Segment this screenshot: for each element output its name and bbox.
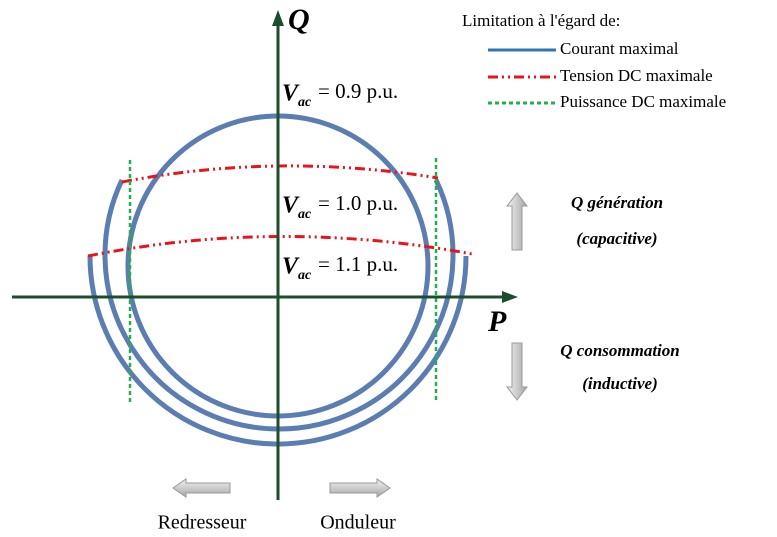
dc-voltage-limits	[87, 164, 473, 258]
voltage-value: = 1.1 p.u.	[318, 252, 398, 276]
voltage-subscript: ac	[298, 207, 312, 222]
legend-entry: Courant maximal	[560, 39, 679, 58]
voltage-value: = 0.9 p.u.	[318, 79, 398, 103]
left-arrow	[172, 478, 231, 498]
legend-entry: Puissance DC maximale	[560, 92, 726, 111]
voltage-symbol: V	[282, 193, 300, 219]
voltage-subscript: ac	[298, 268, 312, 283]
axes	[12, 10, 518, 500]
arrowhead	[272, 10, 284, 26]
direction-label: Onduleur	[320, 512, 396, 534]
legend-entry: Tension DC maximale	[560, 66, 713, 85]
annotation: Q consommation	[560, 341, 680, 360]
legend-title: Limitation à l'égard de:	[462, 11, 620, 30]
dc-power-limits	[128, 158, 438, 402]
voltage-subscript: ac	[298, 95, 312, 110]
voltage-symbol: V	[282, 81, 300, 107]
dc-voltage-curve	[87, 235, 473, 258]
voltage-symbol: V	[282, 254, 300, 280]
annotation: Q génération	[571, 193, 663, 212]
p-label: P	[487, 305, 507, 338]
arrowhead	[502, 291, 518, 303]
direction-label: Redresseur	[158, 512, 247, 534]
annotation: (inductive)	[582, 374, 658, 393]
up-arrow	[505, 192, 529, 251]
voltage-value: = 1.0 p.u.	[318, 191, 398, 215]
down-arrow	[505, 342, 529, 401]
q-label: Q	[288, 3, 310, 36]
annotation: (capacitive)	[576, 229, 657, 248]
right-arrow	[329, 478, 391, 498]
